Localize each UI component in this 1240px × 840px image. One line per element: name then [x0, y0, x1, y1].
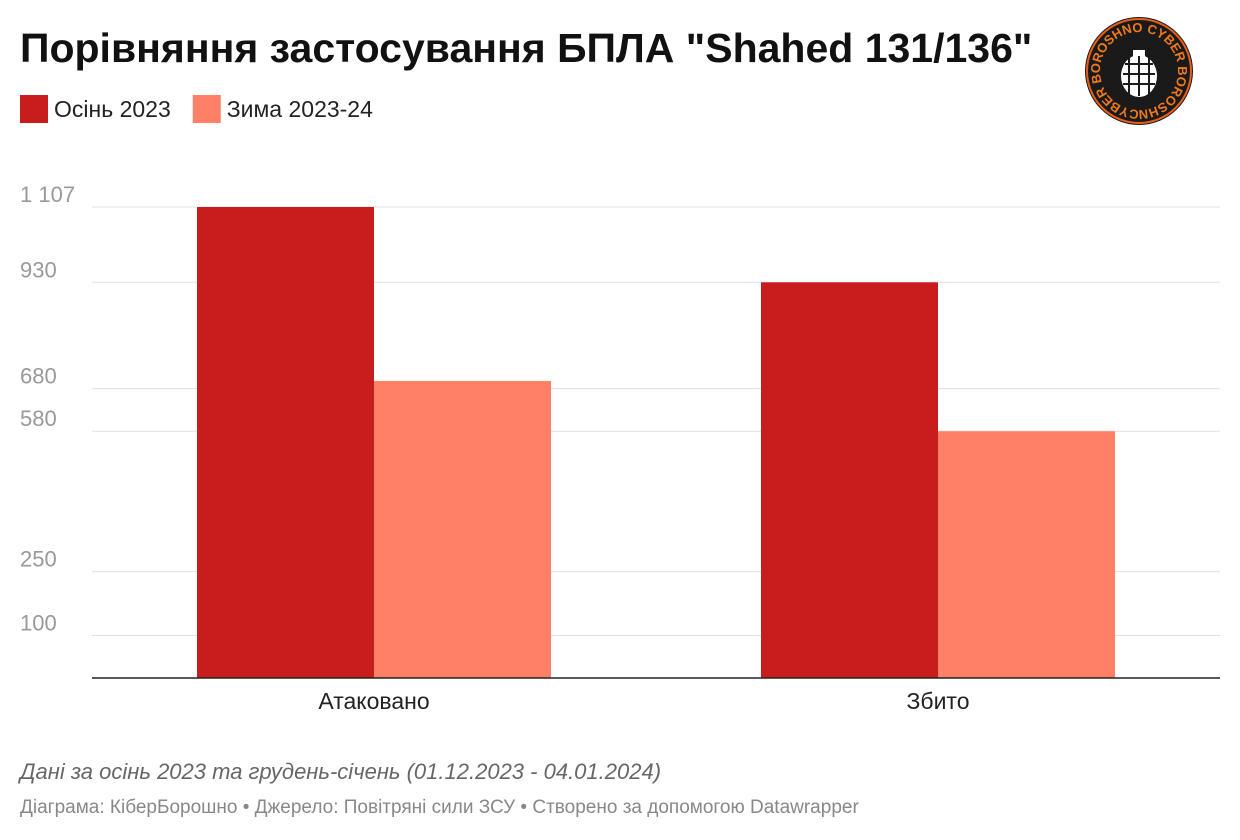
y-tick-label: 250	[20, 547, 57, 572]
chart-title: Порівняння застосування БПЛА "Shahed 131…	[20, 25, 1032, 71]
legend-label: Осінь 2023	[54, 96, 171, 122]
footer: Діаграма: КіберБорошно • Джерело: Повітр…	[20, 797, 859, 818]
logo-grenade-lines	[1123, 56, 1155, 96]
legend-swatch	[192, 95, 221, 123]
y-tick-label: 580	[20, 406, 57, 431]
logo-ring	[1086, 18, 1192, 124]
y-tick-label: 1 107	[20, 182, 75, 207]
logo-grenade-top	[1133, 50, 1145, 58]
bar	[938, 431, 1115, 678]
x-tick-label: Атаковано	[318, 688, 429, 714]
legend-label: Зима 2023-24	[227, 96, 373, 122]
y-tick-label: 930	[20, 257, 57, 282]
bar	[197, 207, 374, 678]
bar	[761, 282, 938, 678]
note: Дані за осінь 2023 та грудень-січень (01…	[17, 759, 661, 784]
y-tick-label: 680	[20, 364, 57, 389]
y-tick-label: 100	[20, 610, 57, 635]
legend-swatch	[20, 95, 48, 123]
bar	[374, 381, 551, 678]
x-tick-label: Збито	[907, 688, 970, 714]
